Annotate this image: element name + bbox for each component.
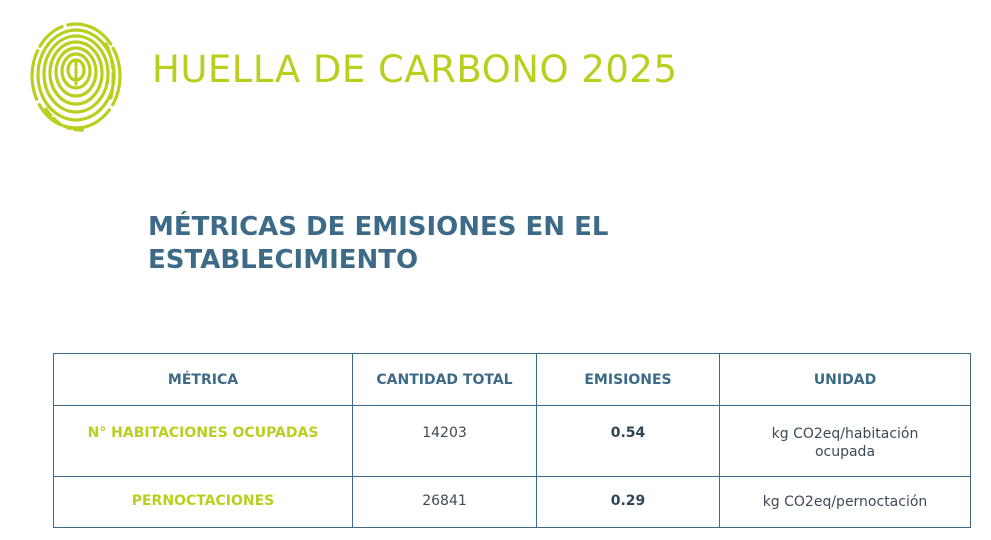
unit-cell: kg CO2eq/pernoctación xyxy=(719,476,971,528)
emissions-value: 0.29 xyxy=(610,493,646,509)
metric-name: PERNOCTACIONES xyxy=(131,493,275,509)
emissions-cell: 0.29 xyxy=(536,476,720,528)
quantity-value: 26841 xyxy=(422,493,467,509)
table-row: PERNOCTACIONES 26841 0.29 kg CO2eq/perno… xyxy=(53,476,971,528)
emissions-value: 0.54 xyxy=(610,425,646,441)
page-title: HUELLA DE CARBONO 2025 xyxy=(152,48,678,91)
column-header-emissions: EMISIONES xyxy=(536,353,720,406)
metric-cell: PERNOCTACIONES xyxy=(53,476,353,528)
emissions-cell: 0.54 xyxy=(536,405,720,477)
column-header-unit: UNIDAD xyxy=(719,353,971,406)
fingerprint-logo xyxy=(26,14,126,138)
metrics-table: MÉTRICA CANTIDAD TOTAL EMISIONES UNIDAD … xyxy=(53,353,971,528)
unit-value: kg CO2eq/habitación ocupada xyxy=(771,426,919,460)
quantity-cell: 14203 xyxy=(352,405,537,477)
metric-name: N° HABITACIONES OCUPADAS xyxy=(87,425,319,441)
quantity-cell: 26841 xyxy=(352,476,537,528)
column-header-quantity: CANTIDAD TOTAL xyxy=(352,353,537,406)
column-header-metric: MÉTRICA xyxy=(53,353,353,406)
metric-cell: N° HABITACIONES OCUPADAS xyxy=(53,405,353,477)
quantity-value: 14203 xyxy=(422,425,467,441)
table-row: N° HABITACIONES OCUPADAS 14203 0.54 kg C… xyxy=(53,405,971,477)
unit-value: kg CO2eq/pernoctación xyxy=(762,494,928,510)
fingerprint-icon xyxy=(30,22,122,132)
section-title: MÉTRICAS DE EMISIONES EN EL ESTABLECIMIE… xyxy=(148,212,609,275)
table-header-row: MÉTRICA CANTIDAD TOTAL EMISIONES UNIDAD xyxy=(53,353,971,406)
unit-cell: kg CO2eq/habitación ocupada xyxy=(719,405,971,477)
